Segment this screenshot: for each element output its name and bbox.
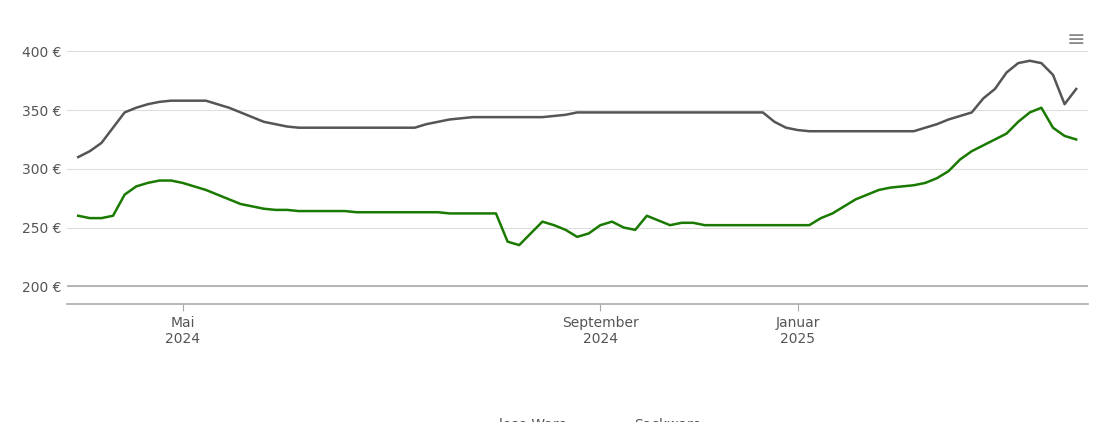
Legend: lose Ware, Sackware: lose Ware, Sackware [448,412,706,422]
Text: ≡: ≡ [1067,30,1086,49]
